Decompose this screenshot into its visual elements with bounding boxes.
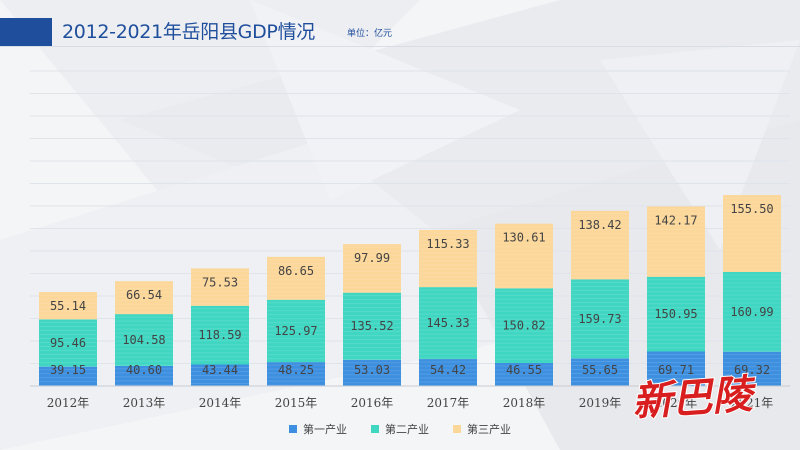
data-label: 53.03 xyxy=(354,363,390,377)
bar-segment xyxy=(191,268,249,306)
data-label: 160.99 xyxy=(730,305,773,319)
legend-item-secondary: 第二产业 xyxy=(371,421,429,437)
bar-segment xyxy=(115,281,173,315)
x-tick-label: 2012年 xyxy=(47,396,90,410)
bar-segment xyxy=(419,287,477,360)
bar-segment xyxy=(343,292,401,360)
data-label: 150.95 xyxy=(654,307,697,321)
x-tick-label: 2018年 xyxy=(503,396,546,410)
data-labels: 39.15 95.46 55.14 40.60 104.58 66.54 43.44 118.… xyxy=(50,202,774,377)
data-label: 40.60 xyxy=(126,363,162,377)
data-label: 69.71 xyxy=(658,363,694,377)
bar-segment xyxy=(647,351,705,386)
data-label: 159.73 xyxy=(578,312,621,326)
x-tick-label: 2021年 xyxy=(731,396,774,410)
brand-logo: 新巴陵 xyxy=(630,369,760,425)
data-label: 145.33 xyxy=(426,316,469,330)
data-label: 66.54 xyxy=(126,288,162,302)
bar-segment xyxy=(191,364,249,386)
data-label: 118.59 xyxy=(198,328,241,342)
data-label: 138.42 xyxy=(578,218,621,232)
bar-segment xyxy=(495,288,553,363)
x-tick-label: 2016年 xyxy=(351,396,394,410)
header-divider xyxy=(0,46,800,47)
x-axis: 2012年 2013年 2014年 2015年 2016年 2017年 2018年 2019年… xyxy=(30,385,790,410)
bar-segment xyxy=(343,359,401,386)
bar-segment xyxy=(723,271,781,352)
data-label: 86.65 xyxy=(278,264,314,278)
bar-segment xyxy=(39,366,97,386)
data-label: 46.55 xyxy=(506,363,542,377)
unit-label: 单位：亿元 xyxy=(347,29,393,39)
legend-item-primary: 第一产业 xyxy=(289,421,347,437)
x-tick-label: 2014年 xyxy=(199,396,242,410)
x-tick-label: 2013年 xyxy=(123,396,166,410)
svg-text:新巴陵: 新巴陵 xyxy=(631,370,759,425)
legend: 第一产业 第二产业 第三产业 xyxy=(0,421,800,437)
x-tick-label: 2020年 xyxy=(655,396,698,410)
bar-segment xyxy=(115,365,173,386)
bars xyxy=(39,195,781,387)
legend-item-tertiary: 第三产业 xyxy=(453,421,511,437)
x-tick-label: 2019年 xyxy=(579,396,622,410)
bar-segment xyxy=(115,314,173,366)
bar-segment xyxy=(571,358,629,386)
bar-segment xyxy=(723,351,781,386)
data-label: 142.17 xyxy=(654,213,697,227)
bar-segment xyxy=(267,256,325,300)
bar-segment xyxy=(571,279,629,359)
data-label: 48.25 xyxy=(278,363,314,377)
bar-segment xyxy=(267,299,325,363)
data-label: 54.42 xyxy=(430,363,466,377)
bar-segment xyxy=(495,362,553,386)
bar-segment xyxy=(419,359,477,386)
bar-segment xyxy=(495,223,553,289)
legend-label-primary: 第一产业 xyxy=(303,423,347,436)
bar-segment xyxy=(343,244,401,293)
data-label: 97.99 xyxy=(354,251,390,265)
data-label: 135.52 xyxy=(350,319,393,333)
bar-segment xyxy=(647,206,705,277)
legend-swatch-primary xyxy=(289,425,297,433)
data-label: 130.61 xyxy=(502,231,545,245)
data-label: 39.15 xyxy=(50,363,86,377)
data-label: 69.32 xyxy=(734,363,770,377)
legend-swatch-tertiary xyxy=(453,425,461,433)
data-label: 43.44 xyxy=(202,363,238,377)
data-label: 75.53 xyxy=(202,275,238,289)
x-tick-label: 2017年 xyxy=(427,396,470,410)
header-accent-bar xyxy=(0,18,52,46)
data-label: 125.97 xyxy=(274,324,317,338)
bar-segment xyxy=(647,276,705,352)
bar-segment xyxy=(419,230,477,288)
legend-swatch-secondary xyxy=(371,425,379,433)
data-label: 115.33 xyxy=(426,237,469,251)
x-tick-label: 2015年 xyxy=(275,396,318,410)
page-title: 2012-2021年岳阳县GDP情况 xyxy=(62,21,315,43)
data-label: 104.58 xyxy=(122,333,165,347)
legend-label-tertiary: 第三产业 xyxy=(467,423,511,436)
data-label: 55.14 xyxy=(50,299,86,313)
data-label: 55.65 xyxy=(582,363,618,377)
bar-segment xyxy=(723,195,781,272)
bar-segment xyxy=(39,292,97,320)
bar-segment xyxy=(191,305,249,365)
bar-segment xyxy=(39,319,97,367)
bar-segment xyxy=(571,210,629,280)
data-label: 155.50 xyxy=(730,202,773,216)
data-label: 150.82 xyxy=(502,319,545,333)
data-label: 95.46 xyxy=(50,336,86,350)
bar-segment xyxy=(267,362,325,386)
legend-label-secondary: 第二产业 xyxy=(385,423,429,436)
